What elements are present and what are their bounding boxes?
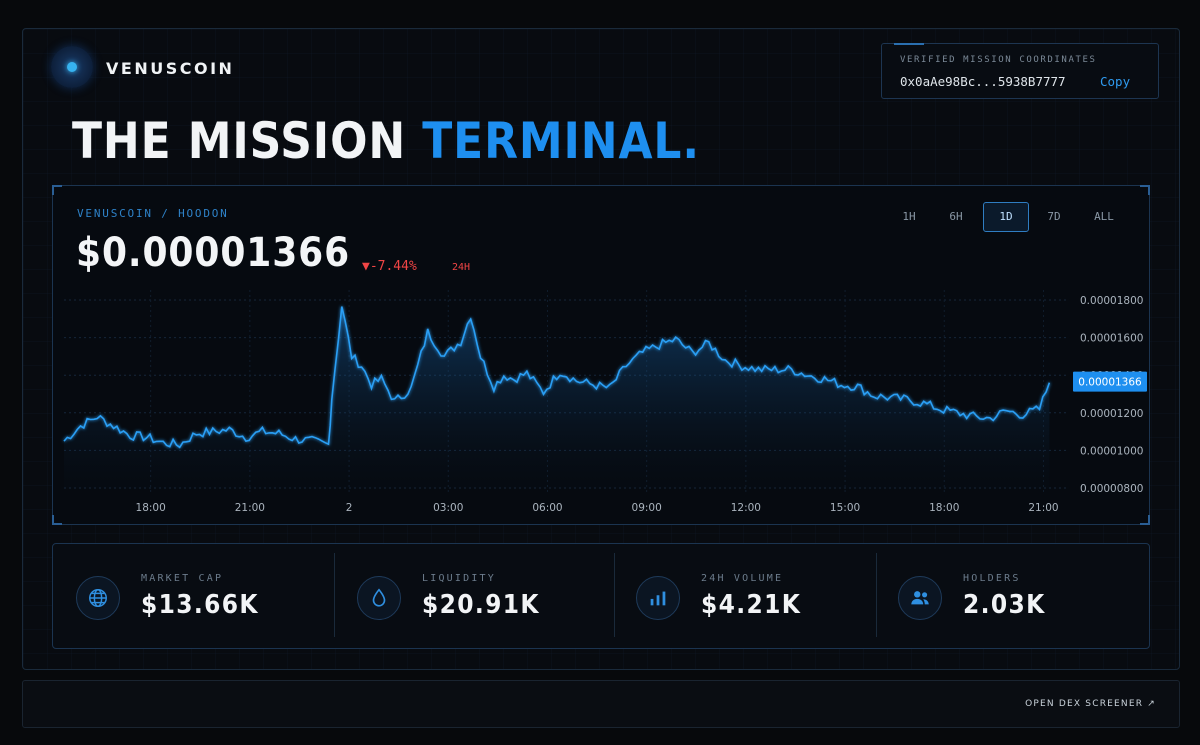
copy-button[interactable]: Copy: [1100, 74, 1131, 89]
coordinates-label: VERIFIED MISSION COORDINATES: [900, 55, 1097, 65]
holders-value: 2.03K: [963, 590, 1046, 620]
x-tick-label: 15:00: [830, 502, 860, 514]
x-tick-label: 03:00: [433, 502, 463, 514]
stat-divider: [334, 553, 335, 637]
price-change-period: 24H: [452, 262, 471, 273]
timeframe-1d[interactable]: 1D: [983, 202, 1029, 232]
title-white: THE MISSION: [72, 112, 423, 170]
stats-panel: [52, 543, 1150, 649]
footer-bar: [22, 680, 1180, 728]
x-tick-label: 09:00: [632, 502, 662, 514]
y-tick-label: 0.00001800: [1080, 295, 1143, 307]
y-tick-label: 0.00000800: [1080, 483, 1143, 495]
users-icon: [898, 576, 942, 620]
x-tick-label: 06:00: [532, 502, 562, 514]
x-tick-label: 21:00: [1028, 502, 1058, 514]
price-area: [64, 306, 1050, 488]
corner-bl: [52, 515, 62, 525]
globe-icon: [76, 576, 120, 620]
brand-name: VENUSCOIN: [106, 59, 235, 78]
coordinates-card: VERIFIED MISSION COORDINATES 0x0aAe98Bc.…: [881, 43, 1159, 99]
stat-divider: [614, 553, 615, 637]
timeframe-1h[interactable]: 1H: [902, 210, 916, 223]
bar-chart-icon: [636, 576, 680, 620]
x-tick-label: 21:00: [235, 502, 265, 514]
page-title: THE MISSION TERMINAL.: [72, 112, 700, 170]
contract-address: 0x0aAe98Bc...5938B7777: [900, 74, 1066, 89]
current-price: $0.00001366: [76, 230, 351, 276]
volume-value: $4.21K: [701, 590, 802, 620]
y-tick-label: 0.00001200: [1080, 408, 1143, 420]
market-cap-label: MARKET CAP: [141, 573, 224, 584]
price-change: ▼-7.44%: [362, 259, 417, 274]
current-price-tag: [1073, 371, 1147, 392]
x-tick-label: 18:00: [136, 502, 166, 514]
corner-tl: [52, 185, 62, 195]
x-tick-label: 12:00: [731, 502, 761, 514]
y-tick-label: 0.00001000: [1080, 445, 1143, 457]
droplet-icon: [357, 576, 401, 620]
logo-icon: [51, 46, 93, 88]
open-dex-screener-link[interactable]: OPEN DEX SCREENER ↗: [1025, 699, 1156, 709]
x-tick-label: 18:00: [929, 502, 959, 514]
y-tick-label: 0.00001600: [1080, 333, 1143, 345]
x-tick-label: 2: [346, 502, 353, 514]
stat-divider: [876, 553, 877, 637]
timeframe-7d[interactable]: 7D: [1047, 210, 1061, 223]
timeframe-all[interactable]: ALL: [1094, 210, 1114, 223]
holders-label: HOLDERS: [963, 573, 1021, 584]
title-blue: TERMINAL.: [422, 112, 700, 170]
timeframe-6h[interactable]: 6H: [949, 210, 963, 223]
market-cap-value: $13.66K: [141, 590, 259, 620]
price-line: [63, 306, 1051, 449]
current-price-tag-label: 0.00001366: [1078, 377, 1142, 389]
corner-br: [1140, 515, 1150, 525]
liquidity-value: $20.91K: [422, 590, 540, 620]
volume-label: 24H VOLUME: [701, 573, 784, 584]
liquidity-label: LIQUIDITY: [422, 573, 496, 584]
pair-label: VENUSCOIN / HOODON: [77, 207, 229, 220]
corner-tr: [1140, 185, 1150, 195]
